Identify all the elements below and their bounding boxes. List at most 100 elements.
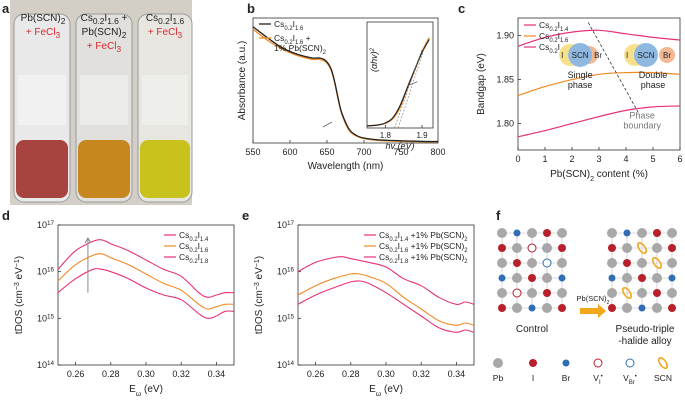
y-tick-label: 1014 [37, 360, 55, 371]
text-part: Pb(SCN) [577, 294, 608, 303]
text-part: 1.6 [295, 40, 304, 46]
text-part: 0.2 [189, 248, 197, 254]
inset-x-tick-label: 1.9 [416, 131, 428, 140]
text-part: 0.2 [389, 259, 397, 265]
vial-3-liquid [140, 140, 190, 198]
text-part: + [303, 33, 310, 43]
single-phase-label-2: phase [568, 80, 593, 90]
text-part: +1% Pb(SCN) [408, 252, 464, 262]
panel-label-d: d [2, 208, 10, 223]
inset-arrow [407, 81, 418, 87]
plot-frame [57, 224, 235, 366]
pb-atom [667, 258, 677, 268]
pb-atom [512, 273, 522, 283]
legend-label-2b: 1% Pb(SCN)2 [274, 43, 326, 56]
panel-f: f Pb(SCN)2 Control Pseudo-triple -halide al… [480, 205, 685, 402]
text-part: 14 [287, 360, 295, 367]
vial-3 [137, 13, 193, 203]
pb-atom [527, 288, 537, 298]
vial-2 [75, 13, 133, 203]
text-part: 1.4 [400, 237, 409, 243]
series-line-3 [57, 239, 235, 298]
caption-sub: 2 [60, 16, 66, 26]
br-atom [638, 304, 646, 312]
x-tick-label: 6 [677, 154, 682, 164]
br-atom [623, 229, 631, 237]
x-tick-label: 0.26 [67, 369, 85, 379]
text-part: SCN [654, 373, 672, 383]
text-part: tDOS (cm [14, 290, 25, 334]
i-atom [608, 244, 616, 252]
panel-label-b: b [247, 1, 255, 16]
text-part: I [198, 252, 200, 262]
text-part: eV [14, 267, 25, 282]
text-part: I [398, 241, 400, 251]
x-tick-label: 0.30 [377, 369, 395, 379]
text-part: 1.4 [200, 237, 209, 243]
text-part: 1.8 [200, 259, 209, 265]
double-phase-label-2: phase [641, 80, 666, 90]
pb-atom [607, 228, 617, 238]
text-part: Pb(SCN) [550, 169, 590, 180]
control-lattice [497, 228, 567, 313]
pb-atom [512, 303, 522, 313]
br-atom [558, 274, 566, 282]
text-part: 10 [277, 220, 287, 230]
legend-label-2: I [532, 373, 534, 383]
series-line-2 [57, 253, 235, 310]
i-atom [638, 274, 646, 282]
caption-text: + FeCl [86, 41, 117, 52]
i-atom [558, 304, 566, 312]
phase-boundary-label-2: boundary [623, 120, 661, 130]
scn-molecule [651, 256, 663, 270]
x-tick-label: 0.32 [172, 369, 190, 379]
pb-atom [622, 303, 632, 313]
double-phase-label-1: Double [639, 70, 668, 80]
caption-text: + FeCl [25, 27, 56, 38]
legend-label-2a: Cs0.2I1.6 + [274, 33, 311, 46]
vial-2-caption: Cs0.2I1.6 + Pb(SCN)2 + FeCl3 [73, 13, 135, 55]
single-phase-label-1: Single [568, 70, 593, 80]
legend-label-1: Cs0.2I1.4 [539, 20, 569, 33]
y-tick-label: 1.80 [496, 119, 514, 129]
caption-text: Pb(SCN) [81, 27, 122, 38]
pb-atom [652, 303, 662, 313]
br-atom [528, 304, 536, 312]
y-tick-label: 1017 [37, 220, 55, 231]
x-tick-label: 0 [515, 154, 520, 164]
text-part: 2 [464, 259, 467, 265]
panel-b: b 550 600 650 700 750 800 Wavelength (nm) Absor… [205, 0, 445, 205]
i-atom [653, 289, 661, 297]
pb-atom [557, 228, 567, 238]
legend-scn [657, 356, 669, 370]
legend-br [562, 359, 570, 367]
text-part: I [599, 380, 601, 386]
text-part: Cs [539, 31, 549, 41]
caption-text: I [169, 13, 173, 24]
panel-label-c: c [458, 1, 466, 16]
text-part: −3 [254, 282, 261, 290]
vials-photo [10, 0, 193, 205]
caption-sub: 1.6 [172, 16, 185, 26]
legend-vi [593, 358, 603, 368]
i-atom [528, 274, 536, 282]
pb-atom [497, 228, 507, 238]
control-label: Control [516, 324, 548, 335]
i-vacancy [512, 288, 522, 298]
y-tick-label: 1015 [277, 313, 295, 324]
series-line-2 [517, 71, 681, 96]
text-part: ω [376, 391, 382, 398]
legend-label-3: Br [562, 373, 571, 383]
text-part: E [369, 384, 376, 395]
single-phase-diagram: I SCN Br [559, 42, 602, 67]
text-part: Cs [379, 241, 389, 251]
lattice-schematic: Pb(SCN)2 Control Pseudo-triple-halide allo… [493, 228, 677, 386]
circle-label-br: Br [663, 51, 671, 60]
text-part: I [198, 230, 200, 240]
panel-d: d 0.26 0.28 0.30 0.32 0.34 1014 1015 1016 1017 Eω… [0, 205, 240, 402]
plot-frame [252, 17, 439, 144]
text-part: 0.2 [284, 40, 292, 46]
series-line-3 [297, 280, 475, 333]
